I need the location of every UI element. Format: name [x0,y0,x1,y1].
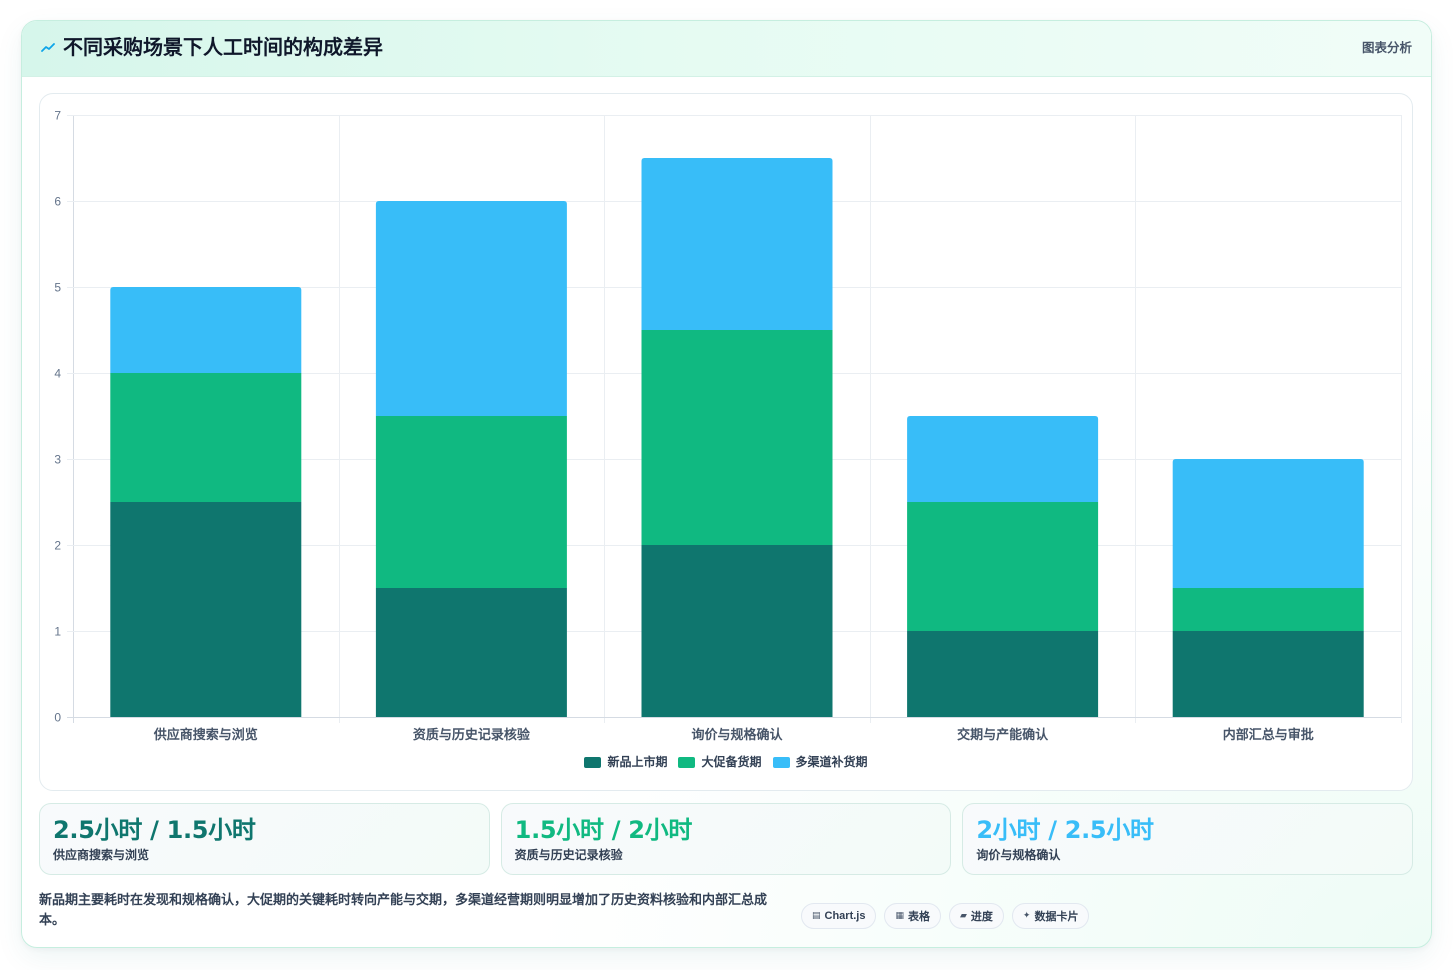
tag-table: ▦ 表格 [884,903,941,929]
bar-segment[interactable] [110,287,302,373]
tech-tags: ▤ Chart.js ▦ 表格 ▰ 进度 ✦ 数据卡片 [801,903,1090,929]
chart-analysis-label: 图表分析 [1361,41,1412,55]
legend-label: 大促备货期 [701,755,762,769]
bar-segment[interactable] [375,416,567,588]
bar-segment[interactable] [907,416,1099,502]
bar-segment[interactable] [1172,588,1364,631]
stat-cards: 2.5小时 / 1.5小时 供应商搜索与浏览 1.5小时 / 2小时 资质与历史… [39,803,1414,875]
legend-swatch [678,756,696,768]
bar-segment[interactable] [641,158,833,330]
card-header: 不同采购场景下人工时间的构成差异 图表分析 [22,21,1431,77]
stat-value: 2小时 / 2.5小时 [976,816,1154,844]
chart-icon: ▤ [812,911,821,921]
bar-segment[interactable] [907,502,1099,631]
bar-segment[interactable] [110,502,302,717]
bar-segment[interactable] [907,631,1099,717]
y-tick-label: 1 [54,625,61,639]
bar-segment[interactable] [375,201,567,416]
tag-chartjs: ▤ Chart.js [801,903,877,929]
tag-label: 表格 [908,911,930,923]
tag-label: Chart.js [824,910,866,922]
chart-legend: 新品上市期 大促备货期 多渠道补货期 [40,753,1412,771]
legend-swatch [584,756,602,768]
y-tick-label: 2 [54,539,61,553]
legend-item-series-3[interactable]: 多渠道补货期 [772,753,868,771]
stat-label: 询价与规格确认 [976,848,1061,862]
bar-segment[interactable] [641,330,833,545]
stat-value: 1.5小时 / 2小时 [514,816,693,844]
stat-card: 2小时 / 2.5小时 询价与规格确认 [962,803,1414,875]
x-tick-label: 供应商搜索与浏览 [153,727,258,742]
stat-label: 供应商搜索与浏览 [53,848,150,862]
card-icon: ✦ [1022,911,1031,921]
stat-label: 资质与历史记录核验 [514,848,623,862]
stat-value: 2.5小时 / 1.5小时 [53,816,256,844]
chart-card: 不同采购场景下人工时间的构成差异 图表分析 0 1 2 3 4 5 6 7 供应商搜索与浏览 资质… [21,20,1432,948]
table-icon: ▦ [895,911,904,921]
y-tick-label: 0 [54,711,61,725]
bar-segment[interactable] [641,545,833,717]
card-title: 不同采购场景下人工时间的构成差异 [63,37,383,59]
summary-note: 新品期主要耗时在发现和规格确认，大促期的关键耗时转向产能与交期，多渠道经营期则明… [39,892,768,927]
bar-segment[interactable] [375,588,567,717]
tag-label: 数据卡片 [1034,911,1079,923]
legend-item-series-2[interactable]: 大促备货期 [678,753,762,771]
progress-icon: ▰ [960,911,967,921]
bar-segment[interactable] [1172,459,1364,588]
x-tick-label: 资质与历史记录核验 [413,727,531,742]
y-tick-label: 5 [54,281,61,295]
y-tick-label: 6 [54,195,61,209]
tag-label: 进度 [970,911,993,923]
chart-panel: 0 1 2 3 4 5 6 7 供应商搜索与浏览 资质与历史记录核验 询价与规格确认 交期与产能确认 内… [39,93,1413,791]
stat-card: 1.5小时 / 2小时 资质与历史记录核验 [500,803,952,875]
trend-icon [41,43,55,52]
legend-item-series-1[interactable]: 新品上市期 [584,753,667,771]
x-tick-label: 交期与产能确认 [957,727,1049,742]
stacked-bar-chart: 0 1 2 3 4 5 6 7 供应商搜索与浏览 资质与历史记录核验 询价与规格确认 交期与产能确认 内… [54,109,1402,742]
legend-swatch [772,756,790,768]
tag-progress: ▰ 进度 [949,903,1004,929]
y-tick-label: 7 [54,109,61,123]
y-tick-label: 3 [54,453,61,467]
y-tick-label: 4 [54,367,61,381]
x-tick-label: 询价与规格确认 [691,727,783,742]
legend-label: 多渠道补货期 [795,755,868,769]
stat-card: 2.5小时 / 1.5小时 供应商搜索与浏览 [39,803,490,875]
bar-segment[interactable] [110,373,302,502]
x-tick-label: 内部汇总与审批 [1223,727,1314,742]
tag-data-card: ✦ 数据卡片 [1011,903,1090,929]
legend-label: 新品上市期 [607,755,668,769]
bar-segment[interactable] [1172,631,1364,717]
